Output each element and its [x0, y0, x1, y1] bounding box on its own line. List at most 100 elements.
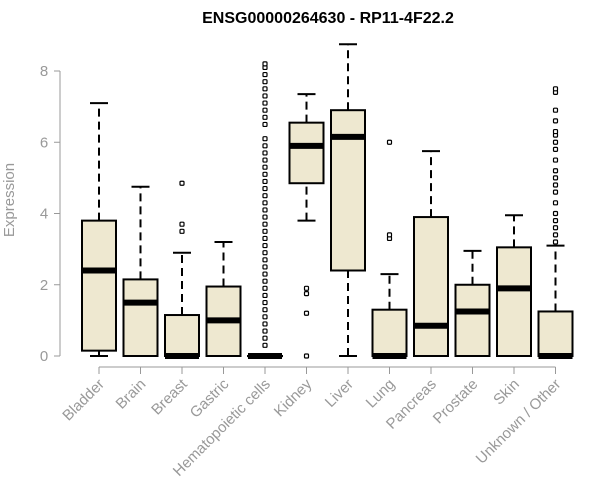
iqr-box [454, 283, 491, 357]
outlier-point [262, 235, 268, 242]
outlier-point [262, 328, 268, 334]
outlier-point [552, 118, 559, 124]
outlier-point [262, 321, 268, 327]
iqr-box [81, 219, 117, 352]
y-tick-label: 2 [40, 277, 48, 294]
iqr-box [413, 216, 449, 357]
outlier-point [262, 271, 268, 277]
iqr-box [164, 314, 200, 357]
outlier-point [262, 164, 268, 170]
outlier-point [552, 225, 559, 231]
outlier-point [262, 278, 268, 284]
outlier-point [262, 171, 268, 177]
outlier-point [262, 285, 268, 291]
outlier-point [552, 232, 559, 238]
outlier-point [552, 107, 559, 113]
outlier-point [262, 61, 268, 67]
y-tick-label: 8 [40, 63, 48, 80]
outlier-point [552, 189, 559, 195]
x-tick-label: Liver [322, 376, 357, 411]
outlier-point [262, 86, 268, 92]
outlier-point [262, 93, 268, 99]
y-axis: 0 2 4 6 8 [40, 63, 61, 365]
outlier-point [386, 232, 393, 238]
outlier-point [262, 264, 268, 270]
boxes-layer [81, 43, 574, 359]
outlier-point [262, 314, 268, 320]
box-gastric [205, 241, 242, 357]
outlier-point [303, 353, 310, 359]
outlier-point [262, 150, 268, 156]
outlier-point [262, 207, 268, 213]
iqr-box [496, 246, 532, 357]
iqr-box [122, 278, 159, 357]
outlier-point [262, 185, 268, 192]
outlier-point [262, 299, 268, 306]
outlier-point [262, 292, 268, 299]
outlier-point [179, 228, 185, 234]
outlier-point [552, 168, 559, 174]
outlier-point [262, 71, 268, 78]
outlier-point [552, 200, 559, 206]
x-tick-label: Kidney [271, 375, 316, 420]
box-liver [330, 43, 366, 357]
box-brain [122, 185, 159, 357]
box-kidney [288, 93, 325, 359]
outlier-point [262, 342, 268, 348]
y-tick-label: 4 [40, 206, 48, 223]
chart-title: ENSG00000264630 - RP11-4F22.2 [202, 10, 454, 27]
x-tick-label: Skin [490, 376, 523, 409]
outlier-point [262, 107, 268, 113]
outlier-point [262, 178, 268, 185]
box-prostate [454, 249, 491, 357]
outlier-point [552, 146, 559, 152]
outlier-point [262, 143, 268, 149]
outlier-point [179, 180, 185, 186]
outlier-point [262, 228, 268, 234]
outlier-point [262, 214, 268, 220]
box-unknown-other [537, 86, 574, 359]
iqr-box [537, 310, 574, 357]
x-tick-label: Breast [148, 375, 191, 418]
x-tick-label: Lung [363, 376, 399, 412]
y-tick-label: 0 [40, 348, 48, 365]
box-bladder [81, 102, 117, 357]
x-tick-label: Prostate [430, 376, 482, 428]
outlier-point [262, 100, 268, 106]
outlier-point [303, 291, 310, 297]
y-axis-label: Expression [1, 163, 18, 237]
outlier-point [552, 128, 559, 135]
outlier-point [552, 139, 559, 145]
box-skin [496, 214, 532, 357]
box-hematopoietic-cells [247, 61, 283, 359]
outlier-point [262, 121, 268, 128]
outlier-point [262, 193, 268, 199]
outlier-point [262, 200, 268, 206]
outlier-point [552, 157, 559, 163]
outlier-point [303, 310, 310, 316]
outlier-point [386, 139, 393, 145]
outlier-point [262, 221, 268, 227]
outlier-point [262, 242, 268, 249]
box-breast [164, 180, 200, 359]
iqr-box [288, 121, 325, 185]
outlier-point [552, 86, 559, 92]
outlier-point [262, 114, 268, 120]
outlier-point [262, 307, 268, 313]
outlier-point [262, 257, 268, 263]
outlier-point [262, 79, 268, 85]
x-tick-label: Brain [113, 376, 150, 413]
outlier-point [262, 335, 268, 341]
box-lung [371, 139, 408, 359]
box-pancreas [413, 150, 449, 357]
outlier-point [303, 285, 310, 291]
outlier-point [552, 239, 559, 245]
outlier-point [552, 210, 559, 217]
outlier-point [179, 221, 185, 227]
outlier-point [552, 218, 559, 224]
iqr-box [371, 308, 408, 357]
outlier-point [262, 250, 268, 256]
x-tick-label: Bladder [59, 376, 108, 425]
